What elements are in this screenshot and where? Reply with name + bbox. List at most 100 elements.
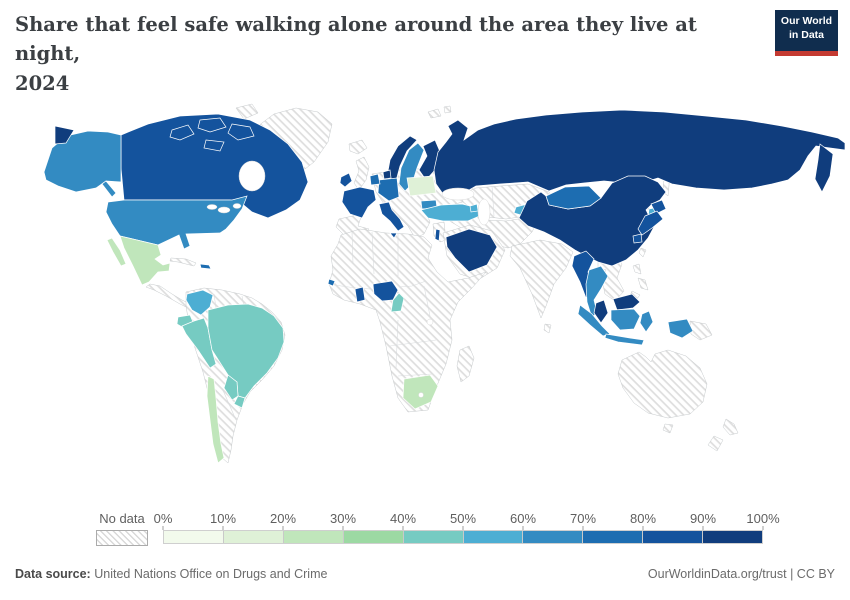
country-indonesia-papua[interactable] bbox=[667, 318, 694, 339]
region-iceland[interactable] bbox=[348, 139, 368, 155]
legend-bin[interactable] bbox=[462, 531, 523, 543]
map-legend: No data 0% 10% 20% 30% 40% 50% 60% 70% 80% 90% 100… bbox=[96, 511, 780, 551]
legend-tick-mark bbox=[762, 526, 764, 530]
region-svalbard[interactable] bbox=[427, 108, 442, 119]
country-indonesia-java[interactable] bbox=[604, 333, 645, 346]
legend-bin[interactable] bbox=[522, 531, 583, 543]
legend-tick-label: 90% bbox=[689, 511, 717, 526]
country-russia-chukotka-west-edge[interactable] bbox=[54, 125, 75, 145]
region-tasmania[interactable] bbox=[662, 423, 674, 434]
owid-logo[interactable]: Our World in Data bbox=[775, 10, 838, 56]
region-united-kingdom[interactable] bbox=[353, 156, 370, 191]
legend-bin[interactable] bbox=[402, 531, 463, 543]
region-philippines-north[interactable] bbox=[632, 263, 642, 275]
country-dominican-republic[interactable] bbox=[199, 263, 212, 270]
country-paraguay[interactable] bbox=[233, 395, 246, 409]
region-papua-new-guinea[interactable] bbox=[689, 320, 713, 341]
region-madagascar[interactable] bbox=[456, 345, 475, 383]
great-lake-west bbox=[206, 204, 218, 210]
country-canada-arctic-3[interactable] bbox=[227, 123, 255, 141]
legend-bin[interactable] bbox=[282, 531, 343, 543]
region-cuba[interactable] bbox=[169, 257, 197, 267]
country-france[interactable] bbox=[341, 186, 377, 219]
country-japan-honshu[interactable] bbox=[637, 210, 664, 236]
country-saudi-arabia[interactable] bbox=[445, 228, 498, 273]
country-colombia[interactable] bbox=[185, 289, 214, 316]
country-finland[interactable] bbox=[418, 139, 442, 181]
country-norway[interactable] bbox=[385, 135, 418, 183]
no-data-label: No data bbox=[99, 511, 145, 526]
region-svalbard-east[interactable] bbox=[443, 105, 452, 114]
country-japan-hokkaido[interactable] bbox=[650, 199, 667, 215]
legend-bin[interactable] bbox=[342, 531, 403, 543]
country-canada-arctic-4[interactable] bbox=[203, 139, 225, 152]
legend-tick-mark bbox=[702, 526, 704, 530]
country-sierra-leone[interactable] bbox=[327, 278, 336, 287]
country-brazil[interactable] bbox=[207, 303, 285, 399]
legend-tick-label: 100% bbox=[746, 511, 780, 526]
region-australia[interactable] bbox=[617, 349, 708, 419]
legend-tick-mark bbox=[222, 526, 224, 530]
country-peru[interactable] bbox=[181, 317, 217, 369]
country-netherlands[interactable] bbox=[369, 173, 381, 186]
region-philippines-central[interactable] bbox=[637, 277, 649, 291]
country-chile[interactable] bbox=[206, 375, 225, 464]
colored-countries bbox=[43, 109, 846, 464]
legend-colorbar bbox=[163, 530, 763, 544]
logo-line-1: Our World bbox=[780, 15, 833, 27]
legend-tick-mark bbox=[462, 526, 464, 530]
footer-license-link[interactable]: OurWorldinData.org/trust | CC BY bbox=[647, 567, 835, 581]
footer-source-value: United Nations Office on Drugs and Crime bbox=[94, 567, 328, 581]
country-malaysia-borneo[interactable] bbox=[612, 293, 641, 311]
country-mongolia[interactable] bbox=[545, 185, 602, 210]
country-south-africa[interactable] bbox=[402, 374, 439, 410]
legend-bin[interactable] bbox=[702, 531, 763, 543]
country-sweden[interactable] bbox=[398, 142, 425, 192]
logo-line-2: in Data bbox=[788, 28, 824, 41]
country-malaysia-peninsula[interactable] bbox=[593, 299, 609, 324]
region-new-zealand-south[interactable] bbox=[707, 435, 724, 452]
country-denmark[interactable] bbox=[382, 169, 392, 180]
region-taiwan[interactable] bbox=[638, 247, 647, 258]
country-usa-alaska-panhandle[interactable] bbox=[101, 180, 117, 198]
no-data-swatch[interactable] bbox=[96, 530, 148, 546]
legend-bin[interactable] bbox=[582, 531, 643, 543]
great-lake-east bbox=[232, 203, 242, 209]
country-italy-sicily[interactable] bbox=[389, 232, 398, 239]
country-canada-arctic-1[interactable] bbox=[169, 124, 195, 141]
country-indonesia-sulawesi[interactable] bbox=[639, 310, 654, 333]
legend-bin[interactable] bbox=[222, 531, 283, 543]
great-lake-central bbox=[217, 206, 231, 214]
black-sea bbox=[441, 187, 475, 201]
region-new-zealand-north[interactable] bbox=[722, 418, 739, 436]
country-indonesia-kalimantan[interactable] bbox=[610, 308, 641, 331]
world-choropleth-map[interactable] bbox=[0, 88, 850, 508]
country-germany[interactable] bbox=[377, 177, 400, 202]
legend-tick-mark bbox=[282, 526, 284, 530]
legend-tick-label: 60% bbox=[509, 511, 537, 526]
region-india[interactable] bbox=[509, 239, 574, 319]
legend-bin[interactable] bbox=[164, 531, 223, 543]
country-russia[interactable] bbox=[433, 109, 846, 199]
region-ellesmere-island[interactable] bbox=[235, 103, 259, 120]
country-israel[interactable] bbox=[434, 228, 441, 242]
country-mexico-baja[interactable] bbox=[106, 237, 127, 267]
country-russia-kamchatka[interactable] bbox=[814, 143, 834, 193]
country-japan-kyushu[interactable] bbox=[632, 233, 643, 244]
legend-colorbar-wrap: 0% 10% 20% 30% 40% 50% 60% 70% 80% 90% 100% bbox=[154, 511, 780, 544]
country-bolivia[interactable] bbox=[223, 374, 239, 401]
country-canada-arctic-2[interactable] bbox=[197, 117, 227, 133]
country-italy[interactable] bbox=[378, 201, 405, 232]
legend-tick-label: 20% bbox=[269, 511, 297, 526]
country-ghana[interactable] bbox=[354, 286, 366, 303]
country-ireland[interactable] bbox=[339, 172, 353, 188]
country-cameroon[interactable] bbox=[390, 292, 405, 313]
country-poland[interactable] bbox=[406, 175, 437, 197]
lesotho-enclave bbox=[418, 392, 424, 398]
region-sri-lanka[interactable] bbox=[543, 323, 552, 334]
title-line-1: Share that feel safe walking alone aroun… bbox=[15, 13, 697, 66]
legend-tick-label: 30% bbox=[329, 511, 357, 526]
country-mexico[interactable] bbox=[119, 235, 171, 286]
region-africa[interactable] bbox=[328, 228, 487, 413]
legend-bin[interactable] bbox=[642, 531, 703, 543]
